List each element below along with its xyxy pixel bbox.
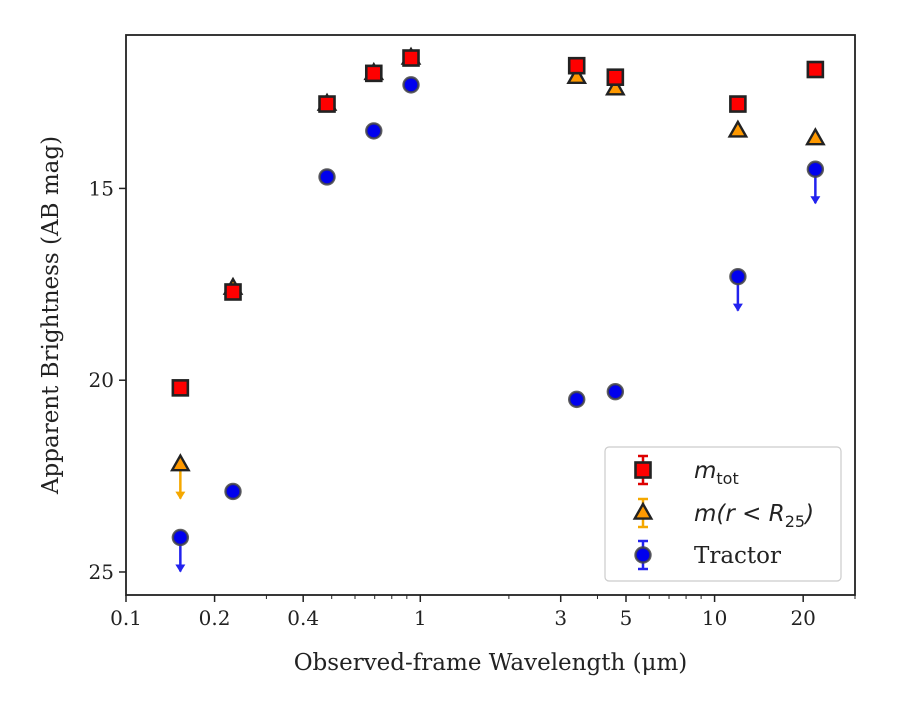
data-point-tractor	[318, 168, 336, 186]
data-point-tractor	[224, 482, 242, 501]
legend-label-main: m	[694, 458, 716, 484]
data-point-tractor	[402, 76, 420, 94]
y-axis-title: Apparent Brightness (AB mag)	[38, 136, 64, 495]
data-point-mr25	[727, 119, 749, 138]
legend-item-tractor: Tractor	[634, 539, 781, 571]
data-point-mtot	[567, 56, 586, 75]
y-tick-label: 25	[89, 560, 114, 584]
legend-label-suffix: )	[803, 501, 814, 527]
x-tick-label: 3	[554, 606, 567, 630]
data-point-mtot	[364, 64, 383, 83]
legend-box	[604, 446, 842, 582]
upper-limit-arrow-head	[810, 196, 821, 205]
legend-label-mr25: m(r < R25)	[694, 501, 814, 531]
x-tick-label: 0.2	[199, 606, 231, 630]
plot-marks	[170, 46, 826, 573]
data-point-mtot	[606, 68, 625, 86]
data-point-mr25	[566, 65, 588, 84]
data-point-tractor	[365, 122, 383, 140]
data-point-mtot	[806, 60, 825, 79]
upper-limit-arrow-head	[175, 564, 186, 573]
y-tick-label: 15	[89, 176, 114, 200]
legend-item-mr25: m(r < R25)	[632, 497, 814, 531]
data-point-mr25	[805, 127, 826, 146]
data-point-mtot	[318, 95, 336, 113]
legend-marker-mr25	[632, 501, 654, 520]
x-tick-label: 20	[790, 606, 815, 630]
legend-marker-mtot	[634, 461, 652, 479]
data-point-mr25	[604, 77, 626, 96]
series-tractor	[171, 76, 825, 573]
data-point-tractor	[171, 528, 190, 547]
x-tick-label: 5	[620, 606, 633, 630]
data-point-tractor	[568, 390, 586, 409]
series-mtot	[171, 49, 825, 397]
data-point-mtot	[171, 379, 190, 397]
x-tick-label: 10	[702, 606, 727, 630]
upper-limit-arrow-head	[732, 303, 743, 312]
legend-marker-tractor	[634, 546, 652, 564]
data-point-tractor	[806, 160, 825, 178]
data-point-tractor	[606, 383, 625, 401]
data-point-mtot	[224, 283, 242, 301]
data-point-mtot	[402, 49, 420, 67]
legend-label-subscript: 25	[785, 512, 805, 531]
x-tick-label: 1	[414, 606, 427, 630]
upper-limit-arrow-head	[175, 491, 186, 500]
legend-label-subscript: tot	[716, 469, 738, 488]
legend-item-mtot: mtot	[634, 454, 739, 488]
y-tick-label: 20	[89, 368, 114, 392]
legend-label-main: Tractor	[694, 543, 781, 569]
legend-label-tractor: Tractor	[694, 543, 781, 569]
data-point-mr25	[170, 453, 191, 472]
x-axis-title: Observed-frame Wavelength (μm)	[294, 650, 688, 676]
legend-label-main: m(r < R	[694, 501, 785, 527]
legend-label-mtot: mtot	[694, 458, 739, 488]
x-tick-label: 0.1	[110, 606, 142, 630]
data-point-tractor	[729, 267, 747, 286]
data-point-mtot	[729, 95, 747, 113]
legend: mtot m(r < R25) Tractor	[604, 446, 842, 582]
x-tick-label: 0.4	[287, 606, 319, 630]
plot-frame	[125, 34, 856, 596]
axes: 0.1 0.2 0.4 1 3 5 10 20 15 20 25 Observed-frame Wav…	[38, 34, 856, 676]
